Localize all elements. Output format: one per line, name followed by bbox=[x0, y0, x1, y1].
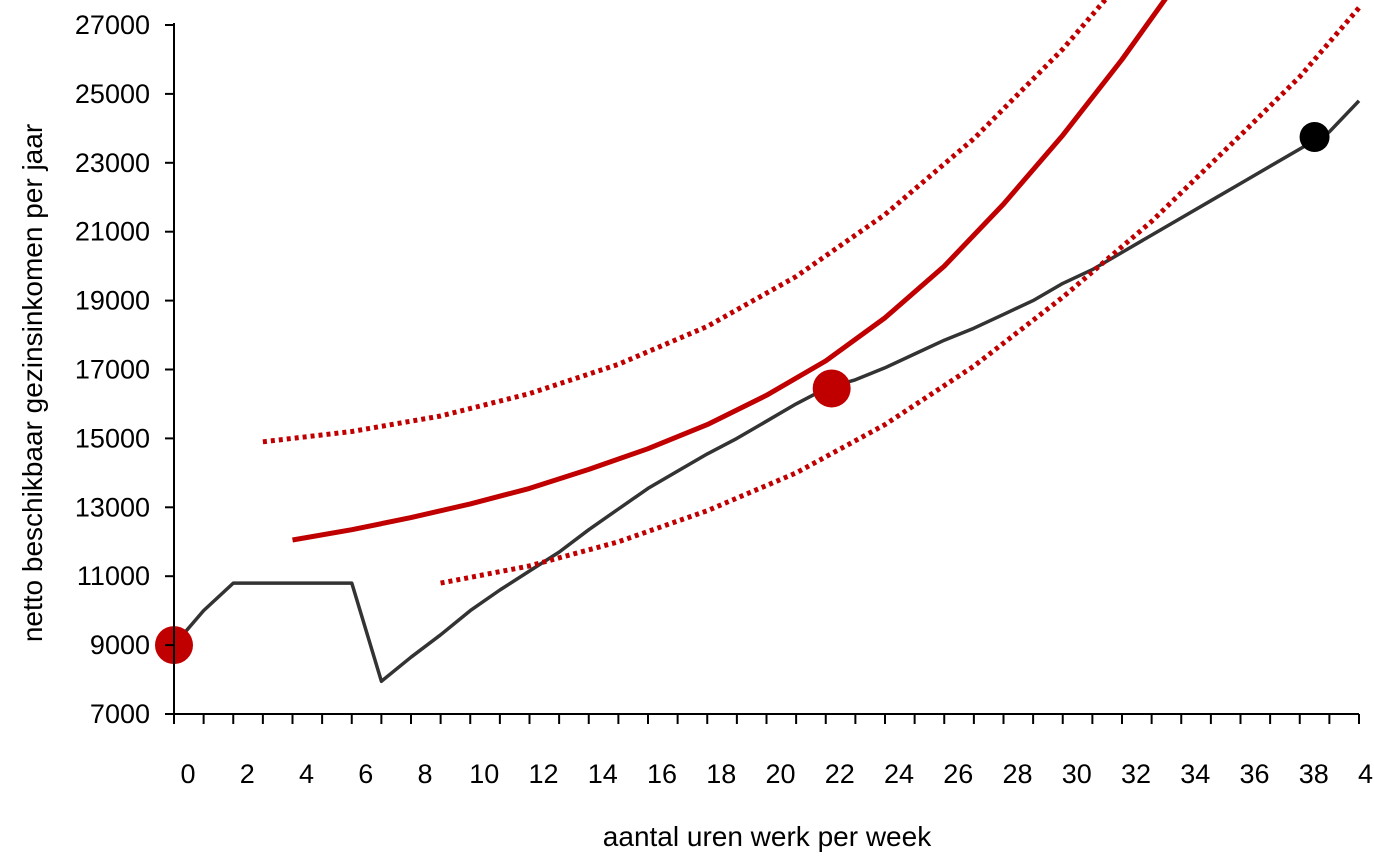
x-tick-label: 40 bbox=[1358, 759, 1374, 789]
x-tick-label: 20 bbox=[765, 759, 795, 789]
x-tick-label: 18 bbox=[706, 759, 736, 789]
x-tick-label: 4 bbox=[299, 759, 314, 789]
x-tick-label: 30 bbox=[1062, 759, 1092, 789]
y-tick-label: 19000 bbox=[75, 286, 150, 316]
x-tick-label: 10 bbox=[469, 759, 499, 789]
data-point-3 bbox=[1299, 121, 1330, 152]
x-axis-title: aantal uren werk per week bbox=[603, 821, 932, 852]
y-axis-title: netto beschikbaar gezinsinkomen per jaar bbox=[17, 124, 48, 642]
series-line-3 bbox=[262, 0, 1109, 445]
x-tick-label: 24 bbox=[884, 759, 914, 789]
y-tick-label: 27000 bbox=[75, 10, 150, 40]
y-tick-label: 9000 bbox=[90, 630, 150, 660]
x-tick-label: 28 bbox=[1002, 759, 1032, 789]
x-tick-label: 26 bbox=[943, 759, 973, 789]
highlight-points bbox=[155, 121, 1330, 665]
y-tick-label: 17000 bbox=[75, 355, 150, 385]
x-tick-label: 2 bbox=[240, 759, 255, 789]
x-tick-label: 12 bbox=[528, 759, 558, 789]
x-tick-label: 38 bbox=[1299, 759, 1329, 789]
y-tick-label: 23000 bbox=[75, 148, 150, 178]
x-tick-label: 34 bbox=[1180, 759, 1210, 789]
y-tick-label: 21000 bbox=[75, 217, 150, 247]
y-tick-label: 13000 bbox=[75, 492, 150, 522]
y-tick-label: 25000 bbox=[75, 79, 150, 109]
x-tick-label: 6 bbox=[358, 759, 373, 789]
data-point-2 bbox=[812, 369, 851, 408]
y-tick-label: 7000 bbox=[90, 699, 150, 729]
x-tick-label: 16 bbox=[647, 759, 677, 789]
axes bbox=[165, 23, 1360, 724]
x-tick-label: 22 bbox=[825, 759, 855, 789]
series-line-4 bbox=[440, 6, 1361, 586]
x-tick-label: 36 bbox=[1239, 759, 1269, 789]
x-tick-label: 14 bbox=[588, 759, 618, 789]
x-tick-label: 0 bbox=[180, 759, 195, 789]
tick-labels: 7000900011000130001500017000190002100023… bbox=[75, 10, 1374, 789]
plot-lines bbox=[174, 0, 1361, 684]
x-tick-label: 32 bbox=[1121, 759, 1151, 789]
series-line-2 bbox=[292, 0, 1168, 543]
series-line-1 bbox=[174, 99, 1361, 684]
y-tick-label: 15000 bbox=[75, 423, 150, 453]
y-tick-label: 11000 bbox=[77, 561, 150, 591]
x-tick-label: 8 bbox=[417, 759, 432, 789]
